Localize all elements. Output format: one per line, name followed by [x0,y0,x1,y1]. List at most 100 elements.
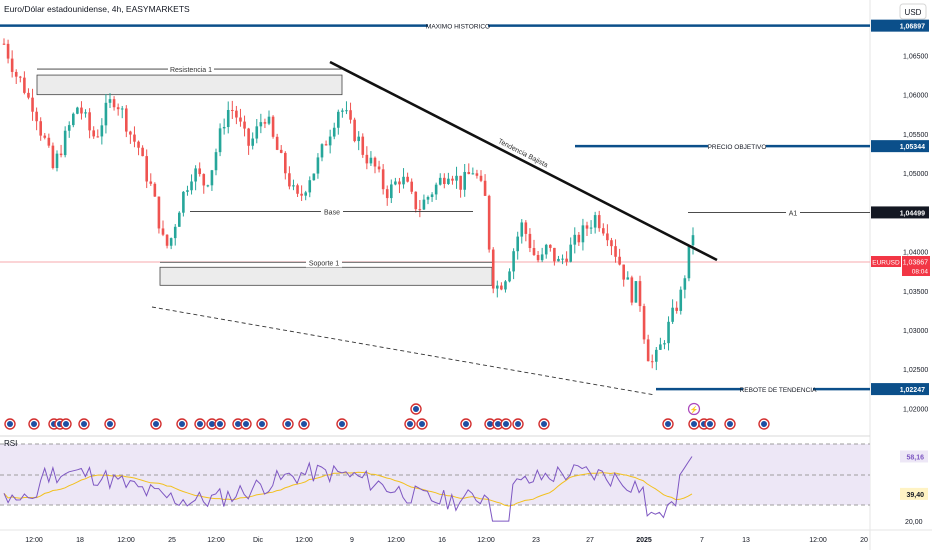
candle-body [296,185,299,194]
price-tick-label: 1,05500 [903,132,928,139]
candle-body [206,185,210,187]
candle-body [129,131,132,135]
candle-body [504,281,507,290]
price-axis[interactable]: 1,065001,060001,055001,050001,045001,040… [871,19,930,526]
candle-body [63,130,67,156]
candle-body [186,190,189,192]
candle-body [304,192,307,196]
event-flag-icon [179,421,185,427]
candle-body [341,110,344,112]
candle-body [125,108,128,132]
candle-body [120,108,124,110]
event-flag-icon [413,406,419,412]
candle-body [544,244,548,255]
event-flag-icon [63,421,69,427]
candle-body [67,125,71,131]
candle-body [602,228,605,234]
event-flag-icon [243,421,249,427]
candle-body [426,197,430,200]
candle-body [76,107,79,114]
candle-body [14,71,18,77]
resistencia-1-label: Resistencia 1 [170,67,212,74]
candle-body [84,112,87,114]
candle-body [381,169,385,190]
currency-label: USD [905,8,922,17]
event-flag-icon [235,421,241,427]
soporte-1-zone[interactable] [159,266,493,286]
candle-body [597,215,601,229]
candle-body [35,111,38,122]
candle-body [455,175,458,181]
rebote-tag: 1,02247 [900,387,925,394]
currency-button[interactable] [899,3,927,20]
event-flag-icon [107,421,113,427]
time-tick-label: 13 [742,537,750,544]
candle-body [284,152,287,174]
candle-body [394,181,397,185]
time-tick-label: 20 [860,537,868,544]
candle-body [31,97,34,112]
candle-body [496,285,499,289]
event-flag-icon [541,421,547,427]
candle-body [589,227,593,229]
time-axis[interactable]: 12:00 18 12:00 25 12:00 Dic 12:00 9 12:00 16 12:00… [25,537,868,544]
candle-body [451,178,454,181]
candle-body [385,189,389,199]
candle-body [655,349,658,362]
event-flag-icon [339,421,345,427]
trend-label-bg [498,130,550,163]
event-flag-icon [665,421,671,427]
candle-body [275,136,279,150]
maximo-historico-tag-bg [871,19,929,32]
candle-body [691,235,695,246]
candle-body [6,43,10,59]
candle-body [271,116,275,137]
rebote-label: REBOTE DE TENDENCIA [740,387,817,394]
lightning-event-icon[interactable] [687,402,701,416]
candle-body [536,254,540,261]
maximo-historico-label-bg [428,20,488,31]
candle-body [520,222,524,237]
candle-body [512,251,515,272]
candle-body [51,145,55,169]
candle-body [463,171,466,190]
event-flag-icon [515,421,521,427]
time-tick-label: 12:00 [25,537,43,544]
candle-body [39,121,42,136]
candle-body [141,147,144,157]
candle-body [312,173,316,181]
soporte-1-label-bg [306,257,342,268]
candle-body [173,226,177,239]
current-price-tag-bg [902,256,930,277]
candle-body [55,153,59,169]
candle-body [202,174,206,186]
candle-body [300,193,303,196]
candle-body [553,247,556,262]
maximo-historico-tag: 1,06897 [900,24,925,31]
trend-line-bajista[interactable] [329,60,718,262]
time-tick-label: 12:00 [207,537,225,544]
candle-body [675,307,678,311]
economic-events-row[interactable]: ⚡ [4,402,770,430]
candle-body [157,196,161,229]
event-flag-icon [691,421,697,427]
candle-body [19,76,22,78]
candle-body [255,126,259,139]
resistencia-1-zone[interactable] [36,74,343,96]
rsi-tick-label: 20,00 [905,519,923,526]
current-price-countdown: 08:04 [912,269,929,276]
candle-body [557,258,560,262]
candle-body [169,238,173,246]
a1-tag-bg [871,206,929,219]
candle-body [353,119,356,142]
time-tick-label: 12:00 [295,537,313,544]
candle-body [377,166,381,170]
candle-body [434,184,438,195]
candle-body [508,271,511,282]
event-flag-icon [707,421,713,427]
candle-body [577,234,581,243]
candle-body [646,339,650,362]
candle-body [443,177,446,185]
dashed-support-trendline[interactable] [151,306,656,396]
